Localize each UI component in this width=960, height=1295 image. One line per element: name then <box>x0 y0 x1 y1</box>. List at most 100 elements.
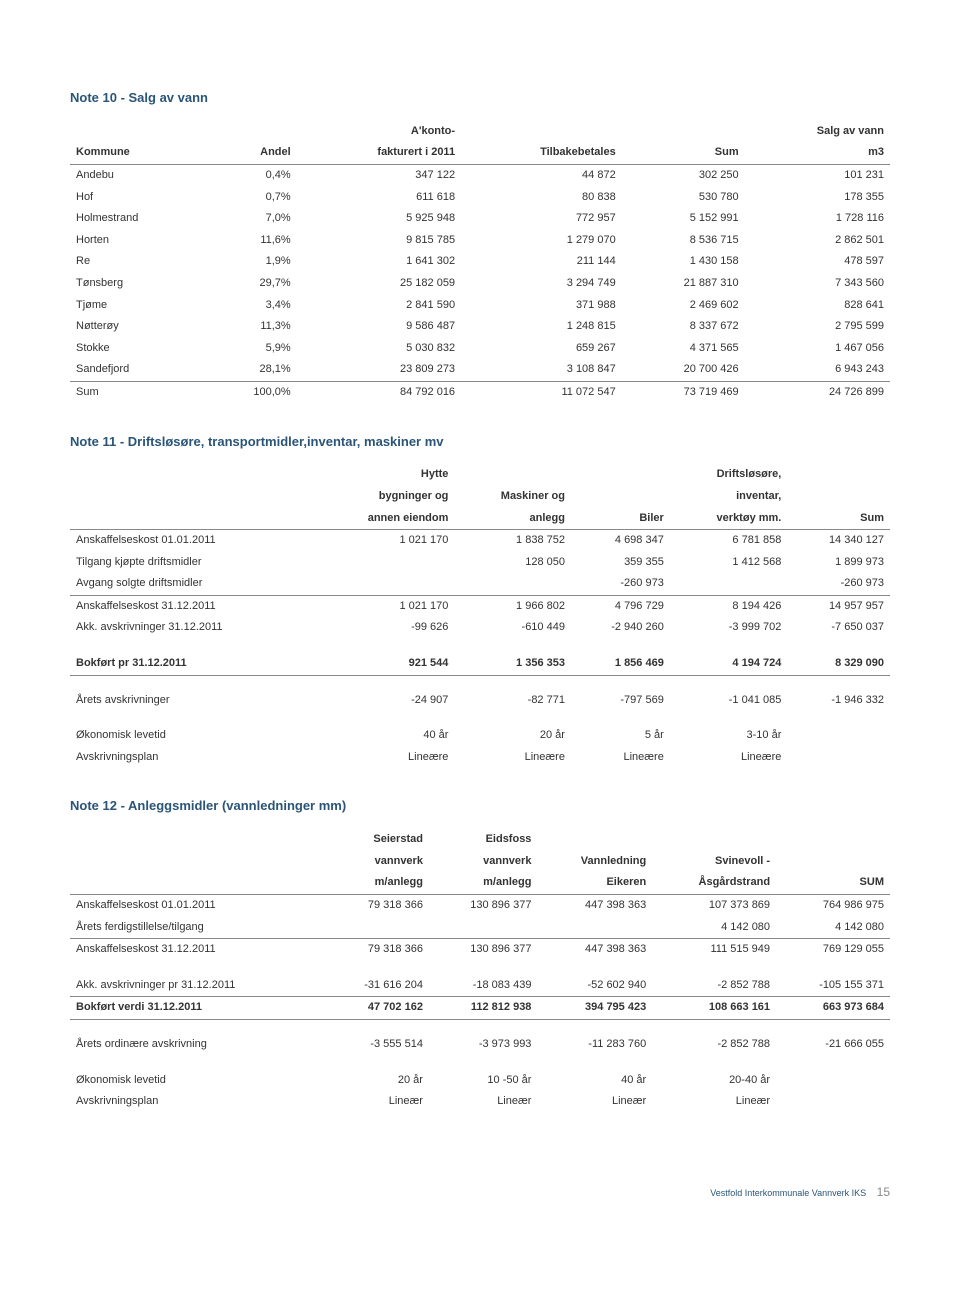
cell: Lineær <box>324 1091 429 1113</box>
cell: Nøtterøy <box>70 316 206 338</box>
cell: Anskaffelseskost 01.01.2011 <box>70 895 324 917</box>
cell: 3-10 år <box>670 725 788 747</box>
cell: Sandefjord <box>70 359 206 381</box>
cell: 1 728 116 <box>745 208 890 230</box>
cell: -3 973 993 <box>429 1034 537 1056</box>
cell: 921 544 <box>313 653 455 675</box>
cell: 14 340 127 <box>787 530 890 552</box>
cell: 1 279 070 <box>461 230 622 252</box>
cell: Årets ordinære avskrivning <box>70 1034 324 1056</box>
cell: 3,4% <box>206 295 296 317</box>
cell: 8 194 426 <box>670 595 788 617</box>
col-head: SUM <box>776 872 890 894</box>
cell: 28,1% <box>206 359 296 381</box>
col-head: Eidsfoss <box>429 829 537 851</box>
cell: 20 700 426 <box>622 359 745 381</box>
cell: 112 812 938 <box>429 997 537 1020</box>
cell: 769 129 055 <box>776 939 890 961</box>
cell: 1 467 056 <box>745 338 890 360</box>
cell: -1 946 332 <box>787 690 890 712</box>
cell: Holmestrand <box>70 208 206 230</box>
cell: Andebu <box>70 164 206 186</box>
cell: 23 809 273 <box>297 359 461 381</box>
col-head: Driftsløsøre, <box>670 464 788 486</box>
cell: Akk. avskrivninger pr 31.12.2011 <box>70 975 324 997</box>
cell: 10 -50 år <box>429 1070 537 1092</box>
cell: 302 250 <box>622 164 745 186</box>
cell: 347 122 <box>297 164 461 186</box>
cell: 24 726 899 <box>745 381 890 403</box>
cell: 178 355 <box>745 187 890 209</box>
cell: Årets ferdigstillelse/tilgang <box>70 917 324 939</box>
page-number: 15 <box>877 1185 890 1199</box>
cell: Årets avskrivninger <box>70 690 313 712</box>
cell: 447 398 363 <box>537 895 652 917</box>
cell: 2 841 590 <box>297 295 461 317</box>
cell: 11 072 547 <box>461 381 622 403</box>
note12-table: Seierstad Eidsfoss vannverk vannverk Van… <box>70 829 890 1113</box>
cell: Lineære <box>454 747 571 769</box>
cell: 1 641 302 <box>297 251 461 273</box>
cell <box>537 917 652 939</box>
cell: 40 år <box>313 725 455 747</box>
cell: 29,7% <box>206 273 296 295</box>
cell: 20 år <box>454 725 571 747</box>
cell: 4 142 080 <box>776 917 890 939</box>
cell: -797 569 <box>571 690 670 712</box>
cell: 2 795 599 <box>745 316 890 338</box>
cell: Anskaffelseskost 01.01.2011 <box>70 530 313 552</box>
cell: Avskrivningsplan <box>70 1091 324 1113</box>
cell: Lineær <box>429 1091 537 1113</box>
col-head: m/anlegg <box>324 872 429 894</box>
cell <box>313 573 455 595</box>
cell: 1,9% <box>206 251 296 273</box>
cell: -3 999 702 <box>670 617 788 639</box>
cell: -2 940 260 <box>571 617 670 639</box>
cell <box>670 573 788 595</box>
col-head: bygninger og <box>313 486 455 508</box>
cell: 1 838 752 <box>454 530 571 552</box>
cell: 1 021 170 <box>313 530 455 552</box>
cell: 25 182 059 <box>297 273 461 295</box>
cell: 80 838 <box>461 187 622 209</box>
cell: 40 år <box>537 1070 652 1092</box>
cell: 0,7% <box>206 187 296 209</box>
cell: Økonomisk levetid <box>70 725 313 747</box>
cell <box>454 573 571 595</box>
cell: 1 430 158 <box>622 251 745 273</box>
cell: 73 719 469 <box>622 381 745 403</box>
cell: Anskaffelseskost 31.12.2011 <box>70 595 313 617</box>
cell: 1 021 170 <box>313 595 455 617</box>
cell: -260 973 <box>571 573 670 595</box>
cell: Tjøme <box>70 295 206 317</box>
cell: 5 925 948 <box>297 208 461 230</box>
cell: 1 356 353 <box>454 653 571 675</box>
col-head: inventar, <box>670 486 788 508</box>
cell: 9 815 785 <box>297 230 461 252</box>
cell: 130 896 377 <box>429 895 537 917</box>
cell: 359 355 <box>571 552 670 574</box>
col-head: Svinevoll - <box>652 851 776 873</box>
cell <box>776 1070 890 1092</box>
cell: -1 041 085 <box>670 690 788 712</box>
cell: -260 973 <box>787 573 890 595</box>
cell: 659 267 <box>461 338 622 360</box>
col-head: Sum <box>622 142 745 164</box>
cell: 1 412 568 <box>670 552 788 574</box>
col-head: Sum <box>787 508 890 530</box>
col-head: Hytte <box>313 464 455 486</box>
col-head: Vannledning <box>537 851 652 873</box>
cell: -2 852 788 <box>652 1034 776 1056</box>
cell: -7 650 037 <box>787 617 890 639</box>
cell: 530 780 <box>622 187 745 209</box>
cell: Bokført verdi 31.12.2011 <box>70 997 324 1020</box>
cell: -610 449 <box>454 617 571 639</box>
cell: 5 152 991 <box>622 208 745 230</box>
cell: 84 792 016 <box>297 381 461 403</box>
col-head: Åsgårdstrand <box>652 872 776 894</box>
cell: -82 771 <box>454 690 571 712</box>
col-head: Maskiner og <box>454 486 571 508</box>
cell: Stokke <box>70 338 206 360</box>
cell: 130 896 377 <box>429 939 537 961</box>
cell <box>776 1091 890 1113</box>
